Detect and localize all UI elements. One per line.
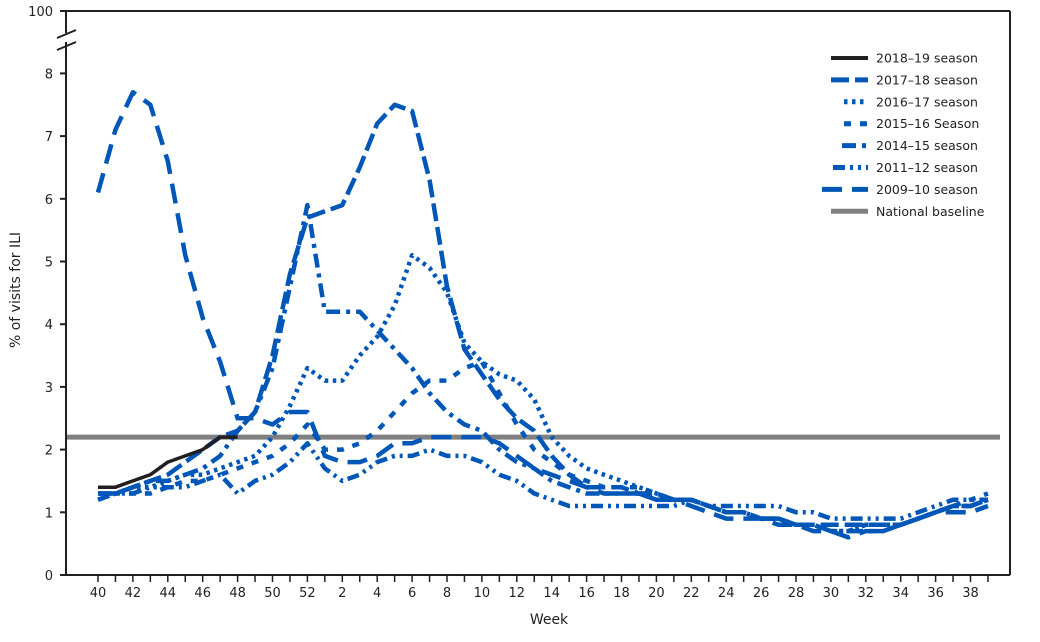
legend-label: 2011–12 season [876,160,978,175]
y-axis-title: % of visits for ILI [8,232,24,348]
x-ticks: 40 42 44 46 48 50 52 2 4 6 8 10 12 14 16 18 20 22 24 26 28 30… [90,575,989,601]
x-tick-label: 30 [823,586,840,601]
y-tick-label: 3 [45,381,53,396]
y-tick-label: 1 [45,506,53,521]
series-line-2015-16-season [97,359,989,534]
x-tick-label: 4 [373,586,381,601]
y-tick-label: 2 [45,444,53,459]
series-line-2018-19-season [98,435,238,489]
x-tick-label: 8 [443,586,451,601]
legend-label: 2016–17 season [876,94,978,109]
x-tick-label: 44 [160,586,177,601]
series-line-2014-15-season [98,202,989,534]
series-line-2011-12-season [97,441,988,521]
legend-label: 2018–19 season [876,51,978,66]
x-tick-label: 40 [90,586,107,601]
x-tick-label: 46 [194,586,211,601]
x-tick-label: 24 [718,586,735,601]
y-ticks: 0 1 2 3 4 5 6 7 8 [45,67,66,584]
x-tick-label: 28 [788,586,805,601]
x-tick-label: 14 [543,586,560,601]
x-tick-label: 10 [474,586,491,601]
series-line-2017-18-season [98,102,989,528]
legend-label: 2014–15 season [876,138,978,153]
legend-label: 2009–10 season [876,182,978,197]
legend-label: 2017–18 season [876,72,978,87]
x-axis-title: Week [530,612,569,628]
series-line-2016-17-season [98,252,989,534]
x-tick-label: 12 [509,586,526,601]
y-tick-label-100: 100 [28,5,53,20]
y-tick-label: 7 [45,130,53,145]
y-tick-label: 8 [45,67,53,82]
y-tick-label: 6 [45,193,53,208]
x-tick-label: 32 [858,586,875,601]
axis-break-mark-1 [56,29,77,39]
x-tick-label: 20 [648,586,665,601]
y-tick-label: 4 [45,318,53,333]
x-tick-label: 48 [229,586,246,601]
series-line-2009-10-season [95,89,989,540]
x-tick-label: 16 [578,586,595,601]
y-tick-label: 5 [45,256,53,271]
series-lines [66,89,1000,540]
x-tick-label: 22 [683,586,700,601]
legend: 2018–19 season 2017–18 season 2016–17 seas… [822,51,985,219]
x-tick-label: 6 [408,586,416,601]
legend-label: National baseline [876,204,985,219]
legend-label: 2015–16 Season [876,116,979,131]
x-tick-label: 26 [753,586,770,601]
x-tick-label: 38 [962,586,979,601]
x-tick-label: 2 [338,586,346,601]
y-tick-label: 0 [45,569,53,584]
x-tick-label: 50 [264,586,281,601]
x-tick-label: 34 [892,586,909,601]
x-tick-label: 36 [927,586,944,601]
axis-break-mark-2 [56,41,77,51]
x-tick-label: 42 [125,586,142,601]
x-tick-label: 52 [299,586,316,601]
x-tick-label: 18 [613,586,630,601]
